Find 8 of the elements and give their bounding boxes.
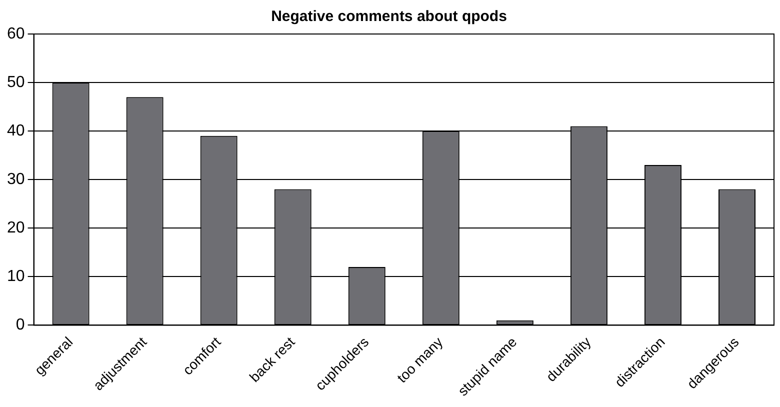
y-tick-label: 10 — [7, 268, 25, 286]
y-tick-label: 50 — [7, 74, 25, 91]
y-tick-label: 30 — [7, 171, 25, 188]
y-tick-label: 20 — [7, 220, 25, 237]
chart-title: Negative comments about qpods — [271, 8, 507, 26]
y-tick-label: 60 — [7, 25, 25, 42]
y-tick-label: 0 — [16, 316, 25, 334]
y-tick-label: 40 — [7, 122, 25, 140]
